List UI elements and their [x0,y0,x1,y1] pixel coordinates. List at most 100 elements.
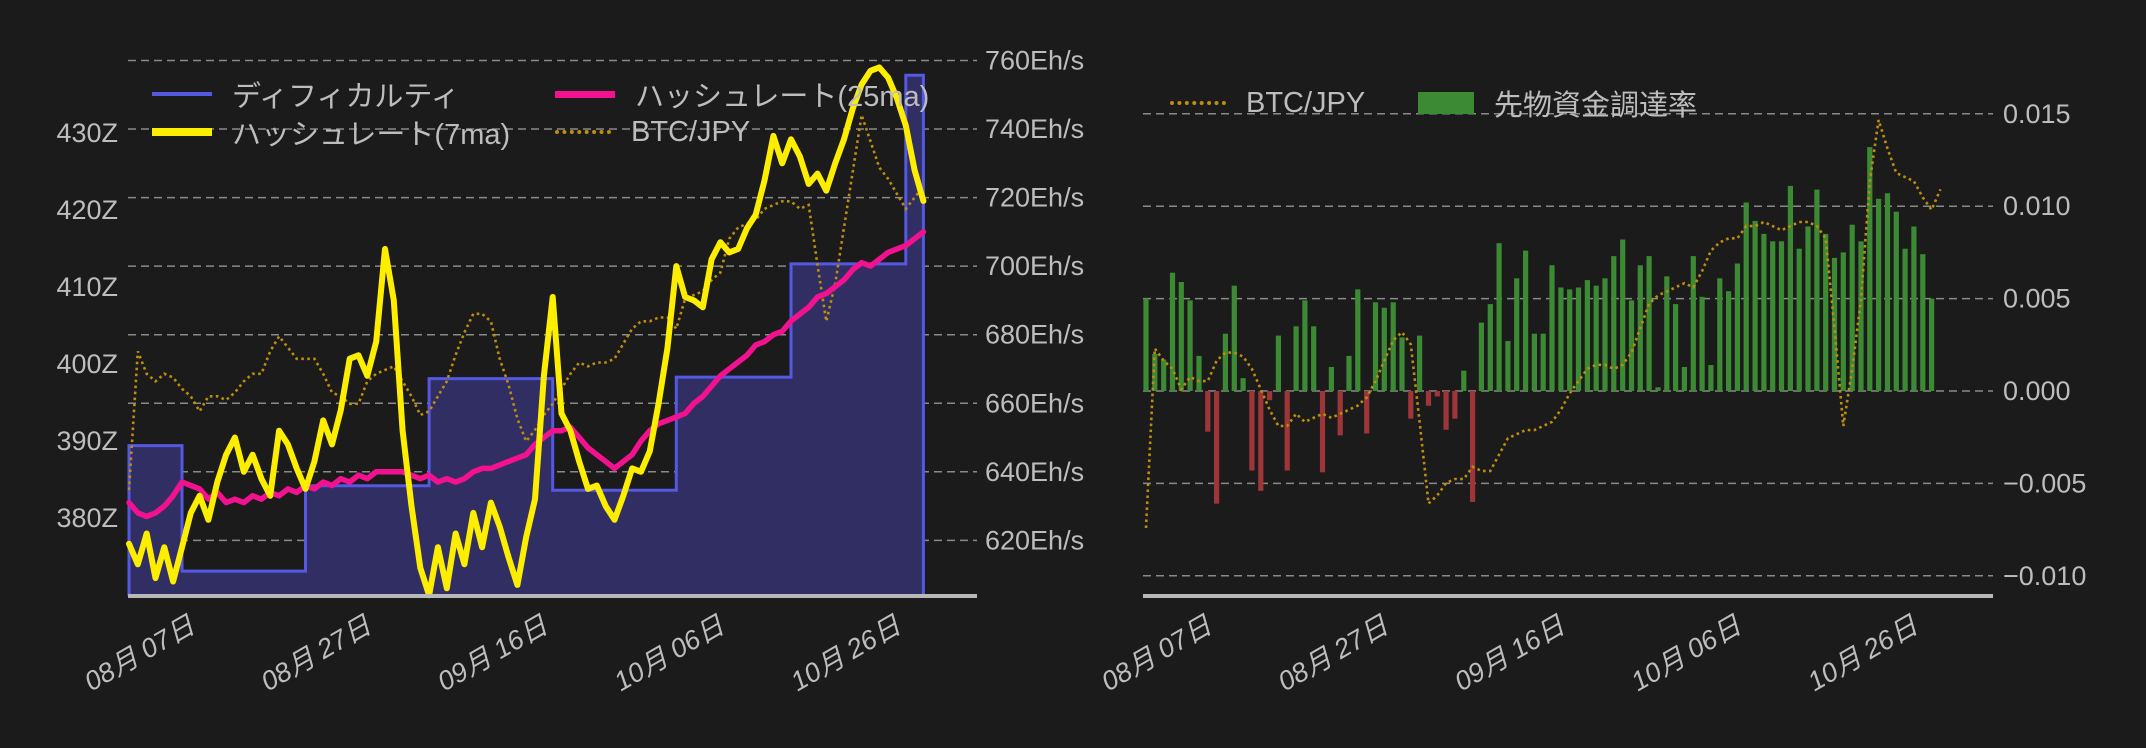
funding-rate-bar [1311,326,1317,391]
funding-rate-bar [1399,337,1405,391]
y-axis-label-funding: 0.010 [2003,191,2071,221]
x-axis-date-label: 08月 27日 [256,610,377,697]
funding-rate-bar [1929,298,1935,391]
legend-label-funding-rate: 先物資金調達率 [1494,90,1698,122]
legend-item-difficulty[interactable]: ディフィカルティ [152,76,460,113]
funding-rate-bar [1214,391,1220,504]
funding-rate-bar [1372,302,1379,391]
funding-rate-bar [1523,250,1529,391]
difficulty-area [129,75,924,597]
legend-item-hashrate-7ma[interactable]: ハッシュレート(7ma) [152,114,510,151]
funding-rate-bar [1443,391,1449,430]
hashrate-25ma-line-swatch [555,90,615,98]
funding-rate-bar [1567,289,1573,391]
funding-rate-bar [1867,147,1873,391]
hashrate-7ma-line [126,64,927,599]
x-axis-date-label: 10月 06日 [609,610,730,697]
y-axis-label-funding: 0.000 [2003,376,2071,406]
funding-rate-bar [1673,304,1679,391]
x-axis-date-label: 10月 26日 [786,610,907,697]
funding-rate-bar [1178,282,1184,391]
funding-rate-bar [1196,355,1202,391]
y-axis-label-hashrate: 620Eh/s [985,525,1084,555]
funding-rate-bar [1328,367,1334,391]
funding-rate-bar [1858,241,1864,391]
funding-rate-bar [1823,233,1829,391]
funding-rate-bar [1478,322,1484,391]
funding-rate-bar [1355,289,1361,391]
funding-rate-bar [1593,285,1599,391]
funding-rate-bar [1646,256,1652,391]
funding-rate-bar [1222,333,1228,391]
funding-rate-bar [1470,391,1476,502]
x-axis-date-label: 08月 27日 [1273,610,1394,697]
funding-rate-bar [1717,278,1723,391]
funding-rate-bar [1258,391,1264,491]
funding-rate-bar [1390,302,1396,391]
funding-rate-bar [1152,354,1158,391]
legend-item-btc-jpy-right[interactable]: BTC/JPY [1170,85,1365,121]
funding-rate-bar [1699,296,1705,391]
y-axis-label-difficulty: 380Z [56,503,118,533]
funding-rate-bar [1558,287,1564,391]
funding-rate-bar [1840,252,1846,391]
funding-rate-bar [1496,243,1502,391]
hashrate-7ma-line-swatch [152,128,212,136]
legend-item-btc-jpy-left[interactable]: BTC/JPY [555,114,750,150]
funding-rate-bar [1514,278,1520,391]
y-axis-label-difficulty: 420Z [56,195,118,225]
funding-rate-bar [1293,326,1299,391]
legend-item-funding-rate[interactable]: 先物資金調達率 [1418,85,1698,122]
funding-rate-bar [1681,367,1687,391]
y-axis-label-hashrate: 640Eh/s [985,457,1084,487]
funding-rate-bar [1531,333,1537,391]
funding-rate-bar [1664,276,1670,391]
funding-rate-bar [1505,341,1511,391]
funding-rate-bar [1902,248,1908,391]
funding-rate-bar [1575,287,1582,391]
funding-rate-bar [1655,387,1661,391]
legend-label-hashrate-25ma: ハッシュレート(25ma) [635,81,930,113]
funding-rate-bar-swatch [1418,92,1474,114]
funding-rate-bar [1302,300,1308,391]
funding-rate-bar [1161,359,1167,391]
funding-rate-bar [1381,307,1387,391]
funding-rate-bar [1920,254,1926,391]
funding-rate-bar [1187,300,1193,391]
y-axis-label-hashrate: 740Eh/s [985,114,1084,144]
legend-item-hashrate-25ma[interactable]: ハッシュレート(25ma) [555,76,930,113]
funding-rate-bar [1893,211,1899,391]
funding-rate-bar [1487,304,1493,391]
y-axis-label-difficulty: 430Z [56,118,118,148]
funding-rate-bar [1602,278,1608,391]
y-axis-label-hashrate: 660Eh/s [985,388,1084,418]
funding-rate-bar [1911,226,1917,391]
funding-rate-bar [1275,335,1281,391]
funding-rate-bar [1620,239,1626,391]
funding-rate-bar [1805,226,1811,391]
x-axis-date-label: 08月 07日 [79,610,200,697]
funding-rate-bar [1169,272,1176,391]
legend-label-btc-jpy-left: BTC/JPY [631,115,751,148]
funding-rate-bar [1540,333,1546,391]
funding-rate-bar [1434,391,1440,397]
funding-rate-bar [1364,391,1370,434]
funding-rate-bar [1814,189,1820,391]
funding-rate-bar [1796,248,1802,391]
funding-rate-bar [1143,298,1149,391]
funding-rate-bar [1708,365,1714,391]
y-axis-label-funding: 0.005 [2003,284,2071,314]
funding-rate-bar [1417,335,1423,391]
legend-label-difficulty: ディフィカルティ [232,81,460,113]
y-axis-label-funding: −0.005 [2003,468,2086,498]
funding-rate-bar [1408,391,1414,419]
funding-rate-bar [1884,193,1891,391]
funding-rate-bar [1849,224,1855,391]
btc-jpy-line-right [1144,119,1942,529]
funding-rate-bar [1734,263,1740,391]
x-axis-date-label: 09月 16日 [1449,610,1570,697]
y-axis-label-hashrate: 680Eh/s [985,320,1084,350]
funding-rate-bar [1461,370,1467,391]
funding-rate-bar [1787,185,1793,391]
